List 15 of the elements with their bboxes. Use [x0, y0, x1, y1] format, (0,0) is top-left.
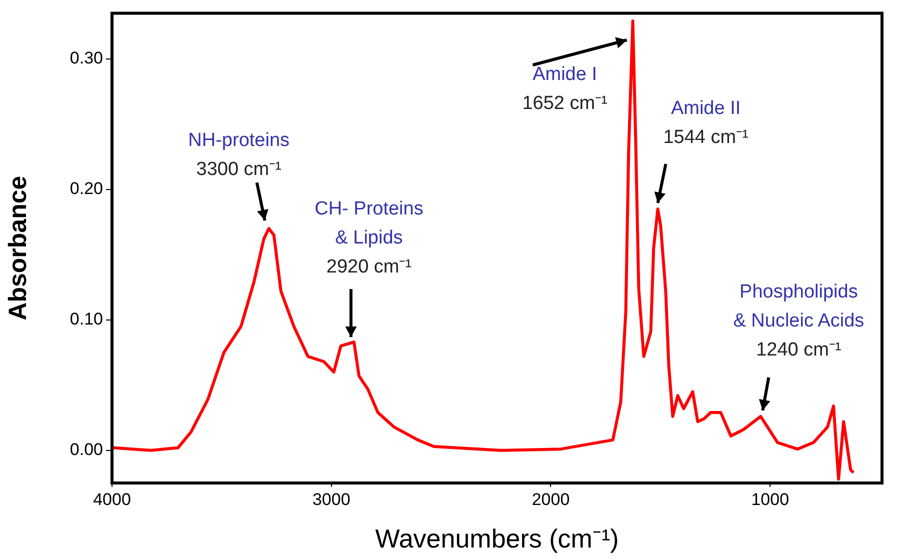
- y-axis-title: Absorbance: [4, 176, 32, 320]
- y-tick-label: 0.10: [70, 310, 103, 329]
- annotation: Amide I 1652 cm⁻¹: [522, 64, 608, 114]
- annotation: Phospholipids & Nucleic Acids 1240 cm⁻¹: [733, 282, 864, 361]
- y-tick-label: 0.20: [70, 179, 103, 198]
- y-tick-label: 0.30: [70, 48, 103, 68]
- x-tick-label: 3000: [312, 490, 350, 509]
- annotation: NH-proteins 3300 cm⁻¹: [188, 130, 290, 180]
- annotation: CH- Proteins & Lipids 2920 cm⁻¹: [314, 198, 424, 278]
- x-axis-title: Wavenumbers (cm⁻¹): [375, 524, 619, 554]
- x-tick-label: 1000: [751, 490, 790, 509]
- x-tick-label: 2000: [532, 490, 570, 509]
- x-tick-label: 4000: [93, 490, 131, 509]
- y-tick-label: 0.00: [70, 440, 103, 460]
- annotation: Amide II 1544 cm⁻¹: [663, 98, 748, 148]
